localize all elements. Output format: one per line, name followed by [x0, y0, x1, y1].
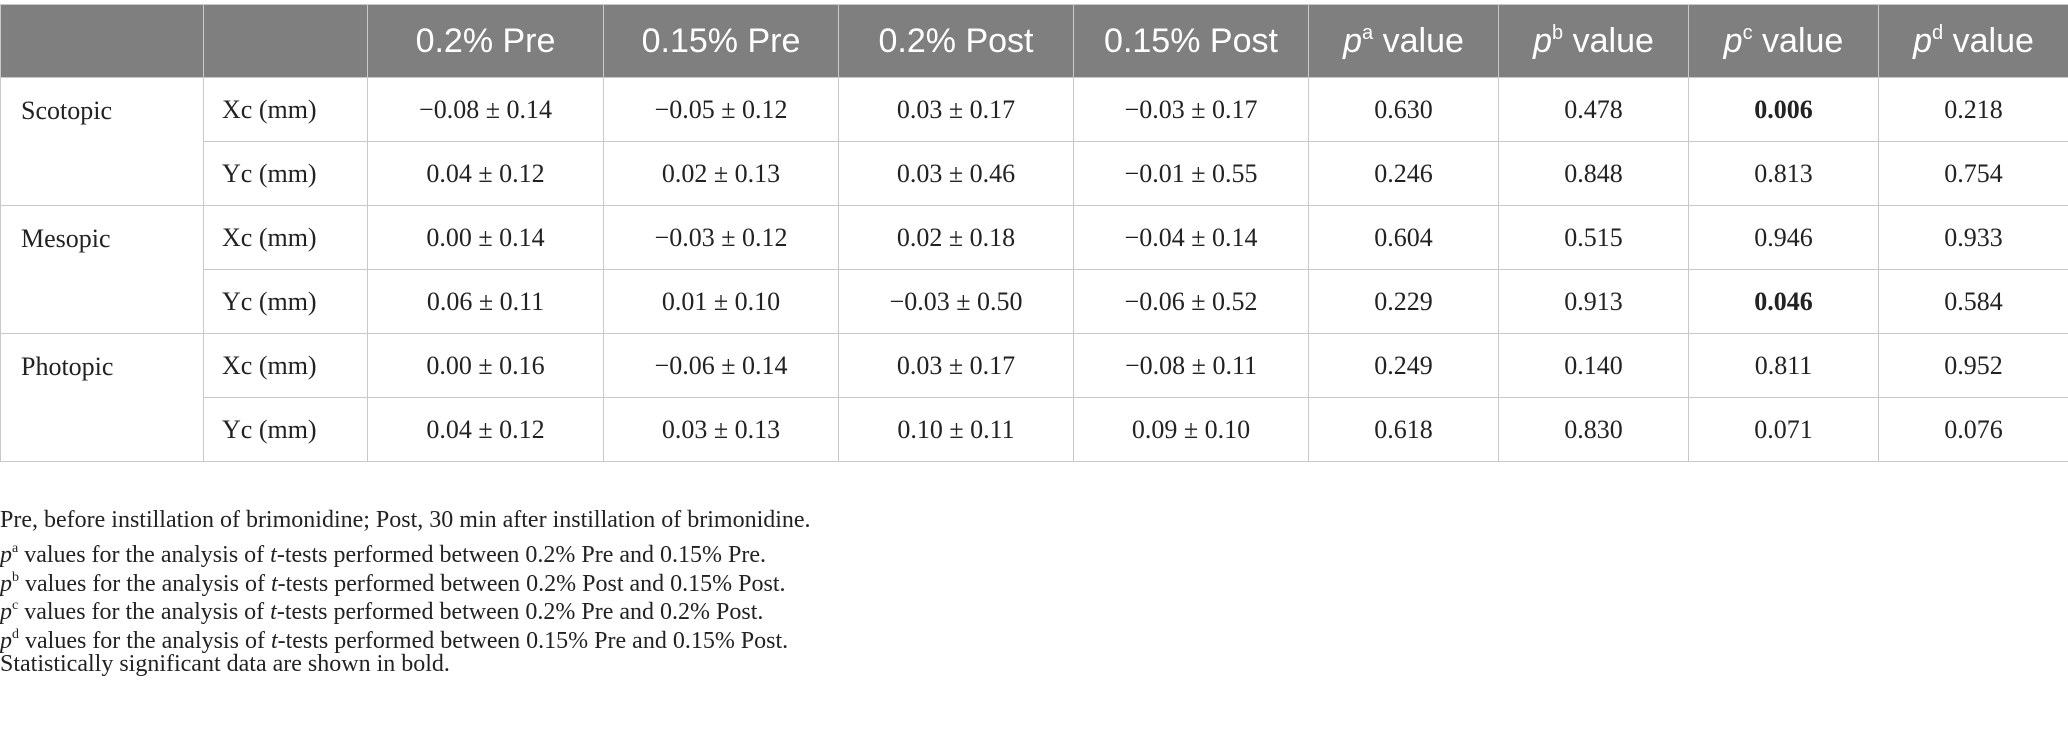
table-cell: 0.246	[1308, 141, 1499, 206]
table-row: Mesopic Xc (mm) 0.00 ± 0.14 −0.03 ± 0.12 0.0…	[0, 205, 2068, 334]
table-cell: 0.076	[1878, 397, 2068, 462]
table-cell: 0.02 ± 0.18	[838, 205, 1074, 270]
table-cell: 0.848	[1498, 141, 1689, 206]
measure-label: Yc (mm)	[203, 269, 368, 334]
table-cell: −0.08 ± 0.11	[1073, 333, 1309, 398]
header-row: 0.2% Pre 0.15% Pre 0.2% Post 0.15% Post …	[0, 4, 2068, 78]
bold-significance-note: Statistically significant data are shown…	[0, 650, 450, 677]
table-cell: 0.00 ± 0.14	[367, 205, 604, 270]
table-cell: −0.03 ± 0.50	[838, 269, 1074, 334]
table-cell: 0.03 ± 0.17	[838, 77, 1074, 142]
table-cell: 0.03 ± 0.46	[838, 141, 1074, 206]
header-group	[0, 4, 204, 78]
table-cell: −0.06 ± 0.14	[603, 333, 839, 398]
table-cell: 0.830	[1498, 397, 1689, 462]
table-cell: 0.02 ± 0.13	[603, 141, 839, 206]
table-cell: 0.584	[1878, 269, 2068, 334]
table-cell: 0.006	[1688, 77, 1879, 142]
header-02-post: 0.2% Post	[838, 4, 1074, 78]
measure-label: Yc (mm)	[203, 397, 368, 462]
table-cell: 0.249	[1308, 333, 1499, 398]
table-cell: 0.952	[1878, 333, 2068, 398]
measure-label: Xc (mm)	[203, 77, 368, 142]
group-label: Mesopic	[0, 205, 204, 334]
table-cell: 0.04 ± 0.12	[367, 397, 604, 462]
table-cell: −0.03 ± 0.17	[1073, 77, 1309, 142]
table-cell: 0.03 ± 0.13	[603, 397, 839, 462]
table-cell: 0.03 ± 0.17	[838, 333, 1074, 398]
table-row: Yc (mm) 0.04 ± 0.12 0.03 ± 0.13 0.10 ± 0.11…	[1, 397, 2068, 462]
measure-label: Xc (mm)	[203, 333, 368, 398]
table-cell: 0.604	[1308, 205, 1499, 270]
header-pd-value: pd value	[1878, 4, 2068, 78]
abbreviation-note: Pre, before instillation of brimonidine;…	[0, 507, 811, 533]
measure-label: Xc (mm)	[203, 205, 368, 270]
table-row: Photopic Xc (mm) 0.00 ± 0.16 −0.06 ± 0.14 0.…	[0, 333, 2068, 462]
table-cell: −0.04 ± 0.14	[1073, 205, 1309, 270]
table-cell: −0.05 ± 0.12	[603, 77, 839, 142]
group-label: Scotopic	[0, 77, 204, 206]
table-cell: 0.071	[1688, 397, 1879, 462]
header-015-post: 0.15% Post	[1073, 4, 1309, 78]
table-cell: 0.10 ± 0.11	[838, 397, 1074, 462]
table-cell: 0.04 ± 0.12	[367, 141, 604, 206]
table-cell: 0.811	[1688, 333, 1879, 398]
footnote-b: pb values for the analysis of t-tests pe…	[0, 569, 786, 597]
table-cell: −0.01 ± 0.55	[1073, 141, 1309, 206]
header-pc-value: pc value	[1688, 4, 1879, 78]
table-row: Yc (mm) 0.04 ± 0.12 0.02 ± 0.13 0.03 ± 0.46…	[1, 141, 2068, 206]
table-cell: 0.630	[1308, 77, 1499, 142]
header-pb-value: pb value	[1498, 4, 1689, 78]
table-cell: −0.06 ± 0.52	[1073, 269, 1309, 334]
measure-label: Yc (mm)	[203, 141, 368, 206]
group-label: Photopic	[0, 333, 204, 462]
table-footnotes: Pre, before instillation of brimonidine;…	[0, 506, 811, 679]
table-row: Yc (mm) 0.06 ± 0.11 0.01 ± 0.10 −0.03 ± 0.5…	[1, 269, 2068, 334]
table-row: Scotopic Xc (mm) −0.08 ± 0.14 −0.05 ± 0.12 0…	[0, 77, 2068, 206]
table-cell: −0.08 ± 0.14	[367, 77, 604, 142]
table-cell: 0.06 ± 0.11	[367, 269, 604, 334]
table-cell: 0.478	[1498, 77, 1689, 142]
table-cell: −0.03 ± 0.12	[603, 205, 839, 270]
table-cell: 0.813	[1688, 141, 1879, 206]
table-cell: 0.618	[1308, 397, 1499, 462]
table-cell: 0.913	[1498, 269, 1689, 334]
table-cell: 0.946	[1688, 205, 1879, 270]
footnote-d: pd values for the analysis of t-tests pe…	[0, 627, 789, 655]
table-cell: 0.515	[1498, 205, 1689, 270]
table-cell: 0.218	[1878, 77, 2068, 142]
table-cell: 0.00 ± 0.16	[367, 333, 604, 398]
header-measure	[203, 4, 368, 78]
table-cell: 0.754	[1878, 141, 2068, 206]
header-02-pre: 0.2% Pre	[367, 4, 604, 78]
footnote-a: pa values for the analysis of t-tests pe…	[0, 540, 767, 568]
table-cell: 0.01 ± 0.10	[603, 269, 839, 334]
footnote-c: pc values for the analysis of t-tests pe…	[0, 598, 764, 626]
results-table: 0.2% Pre 0.15% Pre 0.2% Post 0.15% Post …	[0, 4, 2068, 462]
table-cell: 0.046	[1688, 269, 1879, 334]
header-pa-value: pa value	[1308, 4, 1499, 78]
table-cell: 0.933	[1878, 205, 2068, 270]
header-015-pre: 0.15% Pre	[603, 4, 839, 78]
table-cell: 0.140	[1498, 333, 1689, 398]
table-cell: 0.09 ± 0.10	[1073, 397, 1309, 462]
table-cell: 0.229	[1308, 269, 1499, 334]
